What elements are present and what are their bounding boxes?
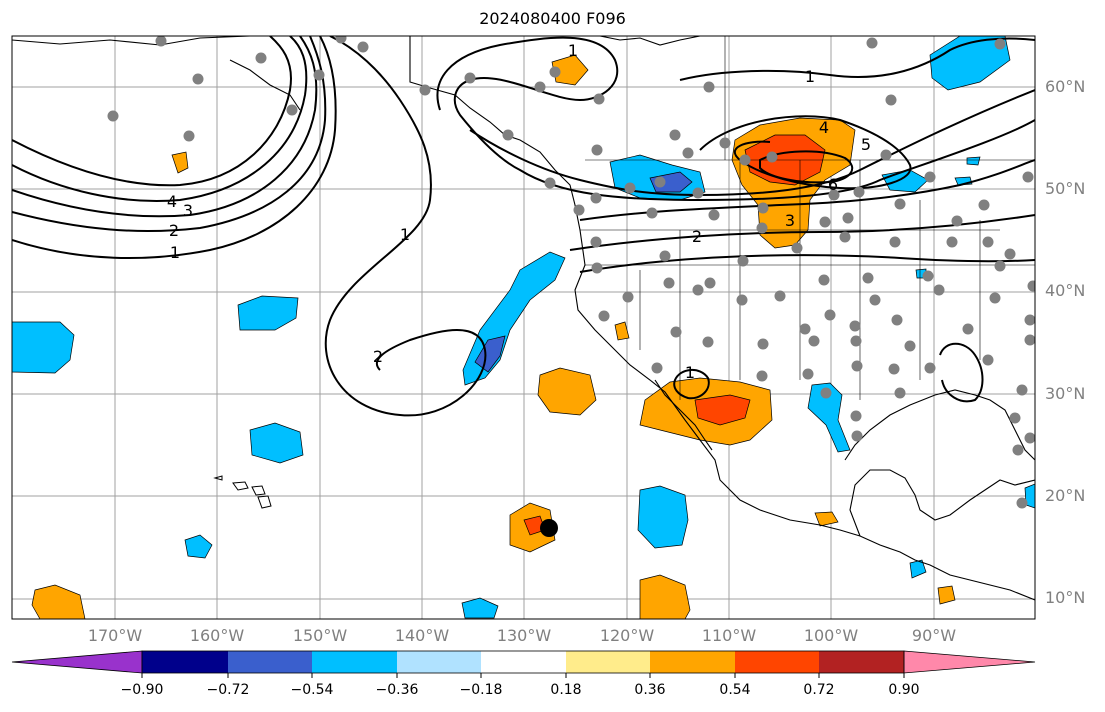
colorbar-tick-label: 0.90 [888,682,920,698]
lat-label: 10°N [1045,588,1086,607]
contour-label: 4 [819,118,829,137]
hawaii-islands [213,475,272,509]
lon-label: 90°W [911,626,957,645]
contour-label: 2 [169,221,179,240]
map-frame [11,35,1036,620]
height-contours [12,36,1035,417]
colorbar-tick-label: −0.54 [290,682,334,698]
station-markers [107,36,1035,509]
lat-label: 50°N [1045,179,1086,198]
contour-label: 2 [373,347,383,366]
contour-label: 3 [183,201,193,220]
contour-label: 1 [568,41,578,60]
contour-label: 1 [805,67,815,86]
lon-label: 130°W [496,626,552,645]
lon-label: 110°W [701,626,757,645]
lat-label: 60°N [1045,77,1086,96]
contour-label: 1 [400,225,410,244]
colorbar-tick-label: −0.72 [206,682,250,698]
lon-label: 120°W [599,626,655,645]
lat-label: 30°N [1045,384,1086,403]
contour-label: 5 [861,135,871,154]
lon-label: 170°W [87,626,143,645]
colorbar [11,650,1036,678]
lon-label: 100°W [803,626,859,645]
colorbar-extend-high [903,650,1036,674]
map-title: 2024080400 F096 [479,9,626,28]
colorbar-tick-label: 0.36 [634,682,666,698]
colorbar-tick-label: −0.90 [120,682,164,698]
contour-label: 2 [692,227,702,246]
contour-label: 1 [685,363,695,382]
storm-marker [540,519,558,537]
colorbar-tick-label: −0.36 [375,682,419,698]
contour-label: 6 [828,175,838,194]
contour-label-group: 1 1 2 3 4 4 5 6 2 3 1 2 1 1 [167,41,871,382]
colorbar-extend-low [11,650,143,674]
colorbar-tick-label: −0.18 [459,682,503,698]
contour-label: 3 [785,211,795,230]
lon-label: 150°W [292,626,348,645]
lon-label: 140°W [394,626,450,645]
lon-label: 160°W [189,626,245,645]
lat-label: 40°N [1045,281,1086,300]
contour-label: 1 [170,243,180,262]
colorbar-tick-label: 0.72 [803,682,835,698]
lat-label: 20°N [1045,486,1086,505]
colorbar-tick-label: 0.54 [719,682,751,698]
contour-label: 4 [167,192,177,211]
colorbar-tick-label: 0.18 [550,682,582,698]
